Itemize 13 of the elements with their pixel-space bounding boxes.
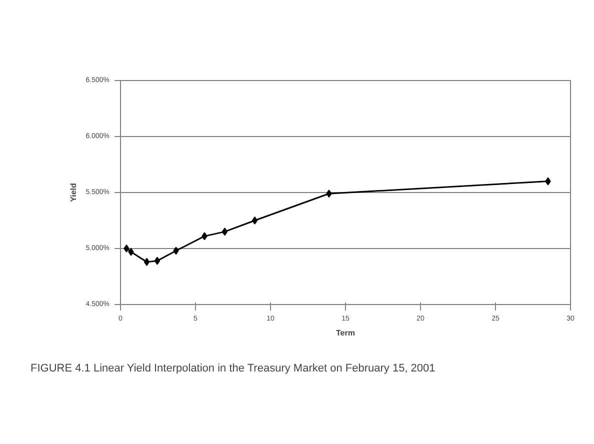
x-axis-title: Term bbox=[336, 328, 355, 338]
point bbox=[252, 216, 258, 224]
point bbox=[154, 256, 160, 265]
y-axis-title: Yield bbox=[68, 182, 78, 202]
point bbox=[222, 228, 228, 236]
point bbox=[326, 190, 332, 198]
caption: FIGURE 4.1 Linear Yield Interpolation in the Treasury Market on February 15, 2001 bbox=[30, 362, 436, 374]
point bbox=[144, 258, 150, 266]
point bbox=[124, 244, 130, 252]
point bbox=[545, 177, 551, 186]
point bbox=[202, 232, 208, 240]
point bbox=[128, 248, 134, 256]
point bbox=[173, 246, 179, 255]
